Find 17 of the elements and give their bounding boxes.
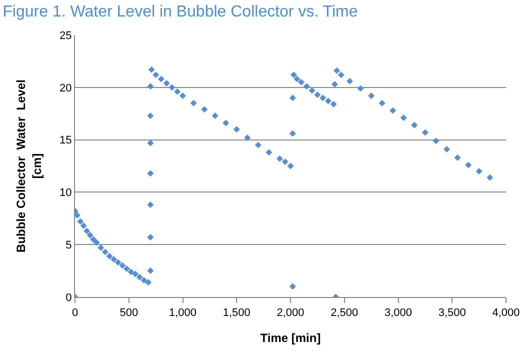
y-axis-title: Bubble Collector Water Level [cm]: [14, 80, 44, 252]
y-tick-label: 10: [60, 187, 72, 200]
y-tick-label: 25: [60, 30, 72, 42]
y-tick-label: 0: [66, 292, 72, 304]
x-tick-label: 2,000: [276, 307, 304, 320]
x-tick-label: 1,500: [222, 307, 250, 320]
y-tick-label: 15: [60, 134, 72, 147]
x-tick-label: 2,500: [330, 307, 358, 320]
x-tick-label: 4,000: [492, 307, 520, 320]
x-tick-label: 1,000: [168, 307, 197, 320]
x-tick-label: 3,000: [384, 307, 412, 320]
y-tick-label: 5: [66, 239, 72, 252]
chart-title: Figure 1. Water Level in Bubble Collector vs. Time: [2, 4, 358, 21]
y-tick-label: 20: [60, 82, 72, 94]
x-tick-label: 3,500: [438, 307, 466, 320]
x-axis-title: Time [min]: [260, 331, 321, 346]
x-tick-label: 500: [120, 307, 138, 320]
